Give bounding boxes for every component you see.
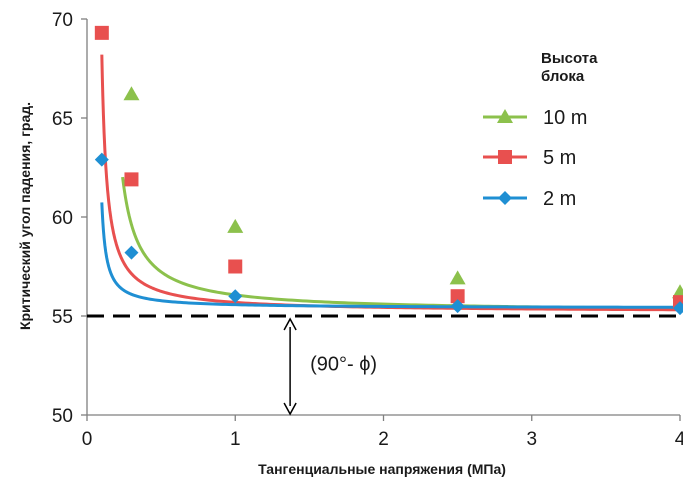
y-tick-label: 50 xyxy=(52,406,73,427)
legend-marker-2m xyxy=(498,191,512,205)
data-point-10m xyxy=(227,218,244,233)
axes: 50 55 60 65 70 0 1 2 3 4 xyxy=(52,10,683,450)
data-point-10m xyxy=(449,270,466,285)
annotation-label: (90°- ϕ) xyxy=(310,354,377,376)
data-point-2m xyxy=(228,289,243,304)
arrow-down-icon xyxy=(283,402,297,416)
data-point-5m xyxy=(450,289,465,304)
data-point-5m xyxy=(228,259,243,274)
x-tick-label: 4 xyxy=(675,429,683,450)
data-point-2m xyxy=(673,301,683,316)
x-tick-label: 2 xyxy=(378,429,389,450)
data-point-5m xyxy=(94,25,109,40)
arrow-up-icon xyxy=(283,317,297,331)
legend-title-line2: блока xyxy=(541,68,585,85)
data-point-2m xyxy=(94,152,109,167)
y-tick-label: 60 xyxy=(52,208,73,229)
x-tick-label: 3 xyxy=(526,429,537,450)
series-line-10m xyxy=(121,176,681,310)
data-point-10m xyxy=(672,284,683,299)
data-point-5m xyxy=(124,172,139,187)
x-tick-label: 0 xyxy=(82,429,93,450)
legend-label: 5 m xyxy=(543,147,576,169)
legend-marker-10m xyxy=(497,109,513,123)
data-point-2m xyxy=(124,245,139,260)
data-point-10m xyxy=(123,86,140,101)
annotation-layer: (90°- ϕ) xyxy=(283,317,377,416)
legend-label: 10 m xyxy=(543,107,587,129)
data-point-5m xyxy=(673,295,683,310)
x-axis-title: Тангенциальные напряжения (МПа) xyxy=(258,461,506,477)
series-markers xyxy=(94,25,683,316)
y-axis-title: Критический угол падения, град. xyxy=(17,102,33,330)
series-curves xyxy=(100,54,681,312)
y-tick-label: 65 xyxy=(52,109,73,130)
legend-title-line1: Высота xyxy=(541,50,598,67)
legend-marker-5m xyxy=(498,150,512,164)
data-point-2m xyxy=(450,299,465,314)
legend-label: 2 m xyxy=(543,188,576,210)
y-tick-label: 55 xyxy=(52,307,73,328)
y-tick-label: 70 xyxy=(52,10,73,31)
series-line-5m xyxy=(100,54,681,312)
series-line-2m xyxy=(100,202,680,309)
x-tick-label: 1 xyxy=(230,429,241,450)
